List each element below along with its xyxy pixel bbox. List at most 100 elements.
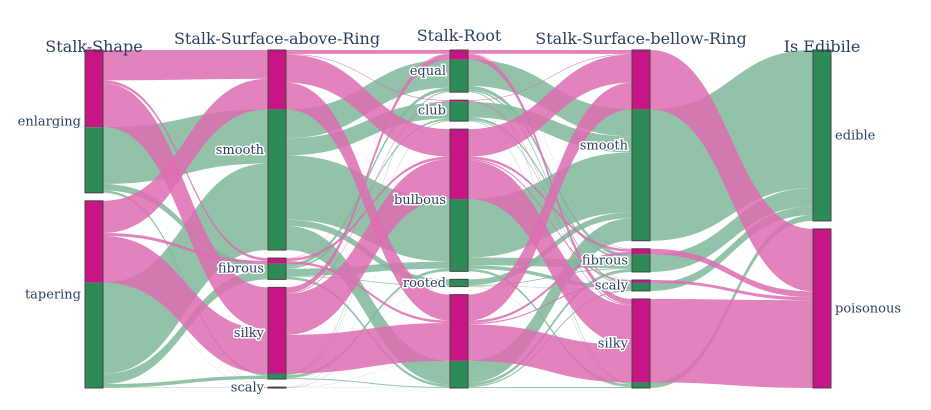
ribbon-poisonous[interactable] xyxy=(468,54,632,305)
ribbon-poisonous[interactable] xyxy=(650,298,813,388)
ribbon-poisonous[interactable] xyxy=(286,323,450,374)
ribbon-poisonous[interactable] xyxy=(286,53,450,259)
ribbon-poisonous[interactable] xyxy=(286,82,450,321)
category-bar-poisonous[interactable] xyxy=(268,258,286,264)
ribbon-poisonous[interactable] xyxy=(468,160,632,345)
category-bar-edible[interactable] xyxy=(85,282,103,388)
category-bar-edible[interactable] xyxy=(632,109,650,241)
ribbon-poisonous[interactable] xyxy=(468,50,632,54)
ribbon-poisonous[interactable] xyxy=(468,82,632,321)
ribbon-edible[interactable] xyxy=(468,85,632,258)
category-label-halo: silky xyxy=(598,336,629,351)
category-bar-poisonous[interactable] xyxy=(813,228,831,388)
ribbon-edible[interactable] xyxy=(286,378,450,388)
ribbon-poisonous[interactable] xyxy=(468,281,632,325)
category-bar-outline xyxy=(631,279,651,292)
ribbon-poisonous[interactable] xyxy=(286,198,450,388)
category-bar-poisonous[interactable] xyxy=(450,129,468,200)
category-bar-edible[interactable] xyxy=(632,382,650,388)
ribbon-poisonous[interactable] xyxy=(468,324,632,383)
category-bar-outline xyxy=(267,386,287,389)
ribbon-edible[interactable] xyxy=(468,268,632,386)
category-bar-poisonous[interactable] xyxy=(268,287,286,374)
ribbon-edible[interactable] xyxy=(468,268,632,286)
ribbon-poisonous[interactable] xyxy=(286,50,450,54)
category-bar-poisonous[interactable] xyxy=(85,200,103,283)
dimension-title[interactable]: Stalk-Shape xyxy=(45,37,142,56)
ribbon-edible[interactable] xyxy=(286,275,450,287)
ribbon-poisonous[interactable] xyxy=(650,279,813,301)
ribbon-poisonous[interactable] xyxy=(468,100,632,250)
ribbon-poisonous[interactable] xyxy=(286,100,450,259)
ribbon-edible[interactable] xyxy=(286,268,450,378)
ribbon-poisonous[interactable] xyxy=(286,156,450,262)
ribbon-poisonous[interactable] xyxy=(286,159,450,335)
category-bar-poisonous[interactable] xyxy=(450,294,468,361)
ribbon-poisonous[interactable] xyxy=(286,53,450,101)
category-bars-layer xyxy=(84,49,832,389)
ribbon-poisonous[interactable] xyxy=(468,53,632,250)
ribbon-poisonous[interactable] xyxy=(103,232,268,264)
ribbon-poisonous[interactable] xyxy=(103,83,268,330)
category-bar-edible[interactable] xyxy=(268,373,286,380)
ribbon-edible[interactable] xyxy=(103,375,268,388)
category-bar-poisonous[interactable] xyxy=(632,298,650,383)
category-bar-poisonous[interactable] xyxy=(85,50,103,128)
ribbon-poisonous[interactable] xyxy=(286,360,450,388)
ribbon-poisonous[interactable] xyxy=(468,54,632,281)
ribbon-edible[interactable] xyxy=(468,387,632,388)
ribbon-poisonous[interactable] xyxy=(286,101,450,388)
category-bar-edible[interactable] xyxy=(268,263,286,280)
category-bar-edible[interactable] xyxy=(450,199,468,272)
ribbon-poisonous[interactable] xyxy=(468,159,632,282)
ribbon-poisonous[interactable] xyxy=(468,53,632,101)
dimension-title[interactable]: Stalk-Root xyxy=(417,26,502,45)
category-bar-edible[interactable] xyxy=(450,360,468,388)
category-bar-poisonous[interactable] xyxy=(268,50,286,110)
ribbon-poisonous[interactable] xyxy=(103,78,268,233)
labels-layer: enlargingenlargingtaperingtaperingStalk-… xyxy=(16,26,902,397)
ribbon-edible[interactable] xyxy=(650,188,813,272)
ribbon-poisonous[interactable] xyxy=(103,235,268,374)
category-bar-edible[interactable] xyxy=(450,101,468,122)
category-bar-poisonous[interactable] xyxy=(632,279,650,283)
category-bar-edible[interactable] xyxy=(813,50,831,221)
ribbon-poisonous[interactable] xyxy=(468,251,632,324)
ribbon-edible[interactable] xyxy=(103,163,268,374)
ribbon-poisonous[interactable] xyxy=(286,59,450,388)
category-bar-poisonous[interactable] xyxy=(632,50,650,110)
ribbon-edible[interactable] xyxy=(286,261,450,276)
category-bar-edible[interactable] xyxy=(268,109,286,251)
dimension-title[interactable]: Stalk-Surface-bellow-Ring xyxy=(535,29,746,48)
category-bar-outline xyxy=(84,49,104,194)
ribbon-edible[interactable] xyxy=(650,206,813,291)
category-bar-edible[interactable] xyxy=(632,282,650,291)
ribbon-edible[interactable] xyxy=(286,87,450,267)
ribbon-poisonous[interactable] xyxy=(286,100,450,294)
category-bar-edible[interactable] xyxy=(450,279,468,287)
dimension-title[interactable]: Is Edibile xyxy=(784,37,861,56)
ribbon-edible[interactable] xyxy=(468,101,632,153)
dimension-title[interactable]: Stalk-Surface-above-Ring xyxy=(174,29,380,48)
category-label: scaly xyxy=(231,381,265,396)
ribbon-poisonous[interactable] xyxy=(286,54,450,157)
ribbon-poisonous[interactable] xyxy=(103,282,268,388)
ribbon-edible[interactable] xyxy=(286,101,450,156)
ribbon-poisonous[interactable] xyxy=(103,50,268,81)
category-bar-edible[interactable] xyxy=(632,254,650,272)
category-bar-poisonous[interactable] xyxy=(450,100,468,102)
ribbon-poisonous[interactable] xyxy=(286,54,450,294)
category-bar-poisonous[interactable] xyxy=(450,50,468,60)
ribbon-edible[interactable] xyxy=(468,218,632,383)
category-bar-edible[interactable] xyxy=(85,127,103,193)
ribbon-poisonous[interactable] xyxy=(103,127,268,388)
ribbon-edible[interactable] xyxy=(286,225,450,385)
category-bar-poisonous[interactable] xyxy=(632,248,650,255)
ribbon-poisonous[interactable] xyxy=(650,50,813,292)
ribbon-poisonous[interactable] xyxy=(286,261,450,324)
ribbon-poisonous[interactable] xyxy=(468,54,632,157)
ribbon-poisonous[interactable] xyxy=(650,248,813,298)
category-label-halo: poisonous xyxy=(835,301,901,316)
category-bar-edible[interactable] xyxy=(450,59,468,93)
